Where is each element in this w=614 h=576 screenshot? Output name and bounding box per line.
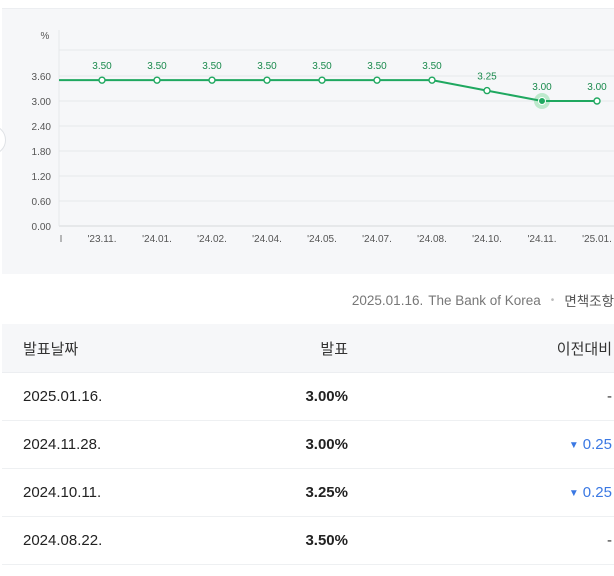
data-label: 3.50 — [92, 61, 112, 72]
down-triangle-icon: ▼ — [568, 440, 579, 451]
data-point — [483, 86, 491, 95]
x-tick-label: '24.08. — [417, 234, 447, 245]
separator-dot: • — [550, 294, 555, 306]
data-label: 3.50 — [257, 61, 277, 72]
x-tick-label: '23.11. — [88, 234, 117, 245]
table-row: 2025.01.16. 3.00% - — [2, 373, 614, 421]
data-label: 3.00 — [587, 82, 607, 93]
data-point — [318, 76, 326, 84]
x-tick-label: '24.02. — [197, 234, 227, 245]
data-label: 3.25 — [477, 72, 497, 83]
data-point — [538, 97, 546, 105]
table-header: 발표날짜 발표 이전대비 — [2, 324, 614, 373]
data-label: 3.50 — [312, 61, 332, 72]
row-change: - — [607, 388, 612, 405]
row-rate: 3.25% — [305, 484, 348, 501]
row-rate: 3.00% — [305, 388, 348, 405]
header-rate: 발표 — [320, 340, 348, 358]
table-row: 2024.10.11. 3.25% ▼ 0.25 — [2, 469, 614, 517]
data-point — [593, 97, 601, 105]
row-change: ▼ 0.25 — [348, 436, 614, 453]
y-unit-label: % — [41, 31, 50, 42]
change-value: 0.25 — [582, 436, 612, 453]
header-date: 발표날짜 — [23, 340, 79, 358]
row-change: ▼ 0.25 — [348, 484, 614, 501]
data-point — [263, 76, 271, 84]
source-publisher: The Bank of Korea — [428, 292, 541, 308]
y-tick-label: 3.00 — [32, 97, 52, 108]
row-date: 2025.01.16. — [23, 388, 103, 405]
change-value: 0.25 — [582, 484, 612, 501]
x-tick-label: '24.11. — [528, 234, 557, 245]
row-rate: 3.50% — [305, 532, 348, 549]
source-date: 2025.01.16. — [351, 292, 424, 308]
row-date: 2024.11.28. — [23, 436, 102, 453]
data-point — [208, 76, 216, 84]
x-tick-label: '24.07. — [362, 234, 392, 245]
rate-history-table: 발표날짜 발표 이전대비 2025.01.16. 3.00% - 2024.11.28… — [2, 324, 614, 565]
data-label: 3.50 — [422, 61, 442, 72]
rate-chart-panel: 0.00 0.60 1.20 1.80 2.40 3.00 3.60% '23.11. '24.… — [2, 8, 614, 274]
data-point — [373, 76, 381, 84]
row-rate: 3.00% — [305, 436, 348, 453]
y-tick-label: 1.80 — [32, 147, 52, 158]
data-point — [153, 76, 161, 84]
data-label: 3.00 — [532, 82, 552, 93]
base-rate-line-chart: 0.00 0.60 1.20 1.80 2.40 3.00 3.60% '23.11. '24.… — [32, 30, 614, 245]
data-label: 3.50 — [367, 61, 387, 72]
y-tick-label: 2.40 — [32, 122, 52, 133]
x-tick-label: '24.01. — [142, 234, 172, 245]
row-date: 2024.08.22. — [23, 532, 103, 549]
data-point — [98, 76, 106, 84]
table-row: 2024.11.28. 3.00% ▼ 0.25 — [2, 421, 614, 469]
data-label: 3.50 — [202, 61, 222, 72]
down-triangle-icon: ▼ — [568, 488, 579, 499]
data-point — [428, 76, 436, 84]
y-tick-label: 0.00 — [32, 222, 52, 233]
source-info: 2025.01.16. The Bank of Korea • 면책조항 — [352, 290, 614, 310]
row-date: 2024.10.11. — [23, 484, 102, 501]
x-tick-label: '24.04. — [252, 234, 282, 245]
x-tick-label: '24.05. — [307, 234, 337, 245]
x-tick-label: '25.01. — [582, 234, 612, 245]
data-label: 3.50 — [147, 61, 167, 72]
table-row: 2024.08.22. 3.50% - — [2, 517, 614, 565]
row-change: - — [607, 532, 612, 549]
y-tick-label: 1.20 — [32, 172, 52, 183]
header-change: 이전대비 — [556, 340, 612, 358]
series-line — [59, 79, 597, 102]
disclaimer-link[interactable]: 면책조항 — [564, 294, 614, 309]
x-tick-label: '24.10. — [472, 234, 502, 245]
y-tick-label: 0.60 — [32, 197, 52, 208]
y-tick-label: 3.60 — [32, 72, 52, 83]
table-body: 2025.01.16. 3.00% -2024.11.28. 3.00% ▼ 0.25 20… — [2, 373, 614, 565]
